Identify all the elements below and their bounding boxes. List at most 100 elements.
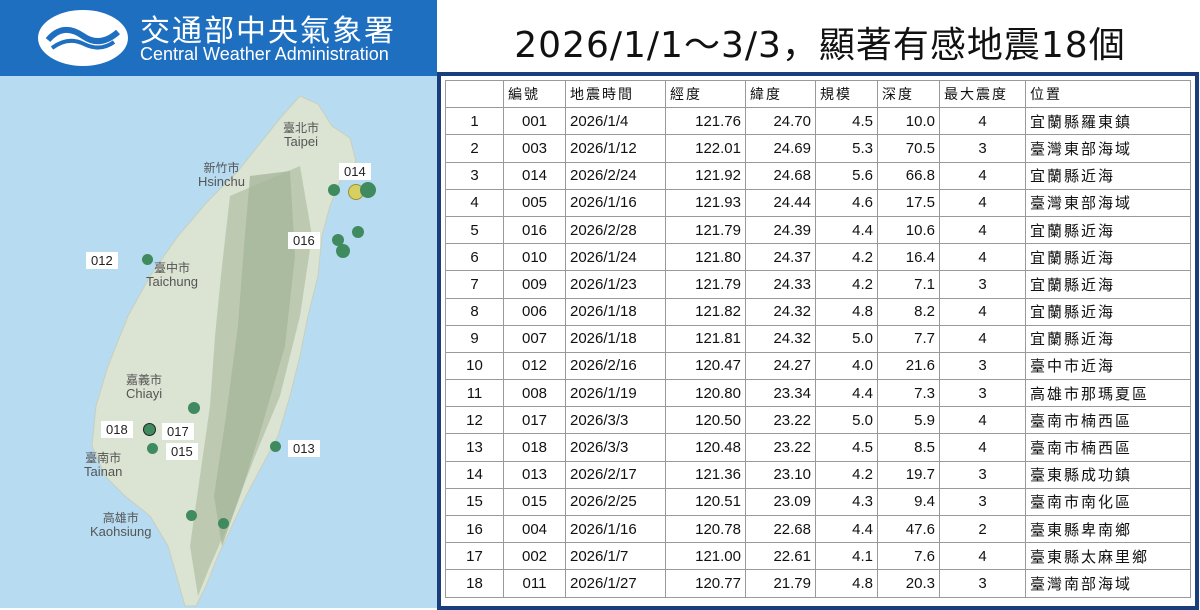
cell-time: 2026/2/17 xyxy=(565,460,666,489)
cell-magnitude: 4.5 xyxy=(815,107,878,136)
cell-magnitude: 5.6 xyxy=(815,161,878,190)
cell-index: 1 xyxy=(445,107,504,136)
cell-location: 宜蘭縣近海 xyxy=(1025,243,1191,272)
cell-max-intensity: 4 xyxy=(939,297,1026,326)
cell-index: 5 xyxy=(445,215,504,245)
table-row: 1 001 2026/1/4 121.76 24.70 4.5 10.0 4 宜蘭縣羅東鎮 xyxy=(445,107,1191,136)
cell-max-intensity: 4 xyxy=(939,542,1026,571)
header-max-intensity: 最大震度 xyxy=(939,79,1026,109)
cell-depth: 5.9 xyxy=(877,406,940,435)
cell-magnitude: 4.4 xyxy=(815,379,878,408)
table-header-row: 編號 地震時間 經度 緯度 規模 深度 最大震度 位置 xyxy=(445,79,1191,109)
cell-depth: 21.6 xyxy=(877,351,940,381)
label-013: 013 xyxy=(288,440,320,457)
cell-location: 臺灣南部海域 xyxy=(1025,569,1191,598)
cell-location: 宜蘭縣羅東鎮 xyxy=(1025,107,1191,136)
cell-index: 12 xyxy=(445,406,504,435)
cell-time: 2026/2/25 xyxy=(565,487,666,517)
cell-id: 018 xyxy=(503,433,566,462)
cell-longitude: 121.81 xyxy=(665,324,746,353)
cell-magnitude: 4.2 xyxy=(815,460,878,489)
cell-magnitude: 5.0 xyxy=(815,324,878,353)
place-tainan: 臺南市 Tainan xyxy=(84,451,123,479)
page-title: 2026/1/1～3/3，顯著有感地震18個 xyxy=(514,25,1126,66)
cell-max-intensity: 4 xyxy=(939,215,1026,245)
cell-location: 宜蘭縣近海 xyxy=(1025,215,1191,245)
cell-time: 2026/2/28 xyxy=(565,215,666,245)
cell-magnitude: 4.4 xyxy=(815,215,878,245)
cell-max-intensity: 2 xyxy=(939,514,1026,544)
place-hsinchu: 新竹市 Hsinchu xyxy=(198,161,245,189)
cell-latitude: 24.69 xyxy=(745,134,816,163)
table-row: 17 002 2026/1/7 121.00 22.61 4.1 7.6 4 臺東縣太麻里鄉 xyxy=(445,542,1191,571)
header-index xyxy=(445,79,504,109)
cell-magnitude: 4.2 xyxy=(815,270,878,299)
cell-magnitude: 4.8 xyxy=(815,297,878,326)
cell-id: 013 xyxy=(503,460,566,489)
cell-max-intensity: 4 xyxy=(939,243,1026,272)
cell-id: 017 xyxy=(503,406,566,435)
cell-location: 臺東縣卑南鄉 xyxy=(1025,514,1191,544)
epicenter-marker xyxy=(270,441,281,452)
cell-index: 16 xyxy=(445,514,504,544)
cell-id: 004 xyxy=(503,514,566,544)
label-016: 016 xyxy=(288,232,320,249)
table-row: 6 010 2026/1/24 121.80 24.37 4.2 16.4 4 宜蘭縣近海 xyxy=(445,243,1191,272)
cell-index: 10 xyxy=(445,351,504,381)
cell-index: 8 xyxy=(445,297,504,326)
cell-depth: 20.3 xyxy=(877,569,940,598)
cell-latitude: 24.44 xyxy=(745,188,816,217)
cell-latitude: 21.79 xyxy=(745,569,816,598)
table-row: 4 005 2026/1/16 121.93 24.44 4.6 17.5 4 臺灣東部海域 xyxy=(445,188,1191,217)
cell-latitude: 23.22 xyxy=(745,433,816,462)
cell-latitude: 23.34 xyxy=(745,379,816,408)
cell-id: 016 xyxy=(503,215,566,245)
cell-index: 15 xyxy=(445,487,504,517)
epicenter-marker xyxy=(143,423,156,436)
cell-time: 2026/1/7 xyxy=(565,542,666,571)
place-taipei: 臺北市 Taipei xyxy=(283,121,320,149)
cell-id: 008 xyxy=(503,379,566,408)
header-id: 編號 xyxy=(503,79,566,109)
cell-longitude: 121.92 xyxy=(665,161,746,190)
header-magnitude: 規模 xyxy=(815,79,878,109)
org-name-en: Central Weather Administration xyxy=(140,44,389,64)
label-012: 012 xyxy=(86,252,118,269)
cell-magnitude: 4.2 xyxy=(815,243,878,272)
cell-time: 2026/3/3 xyxy=(565,433,666,462)
cell-latitude: 24.32 xyxy=(745,297,816,326)
cell-max-intensity: 4 xyxy=(939,433,1026,462)
cell-depth: 7.3 xyxy=(877,379,940,408)
cell-location: 臺南市楠西區 xyxy=(1025,433,1191,462)
cell-max-intensity: 3 xyxy=(939,270,1026,299)
cell-longitude: 121.80 xyxy=(665,243,746,272)
cell-longitude: 121.82 xyxy=(665,297,746,326)
cwa-header: 交通部中央氣象署 Central Weather Administration xyxy=(0,0,437,76)
header-depth: 深度 xyxy=(877,79,940,109)
cell-max-intensity: 3 xyxy=(939,379,1026,408)
epicenter-marker xyxy=(142,254,153,265)
header-latitude: 緯度 xyxy=(745,79,816,109)
cell-magnitude: 4.4 xyxy=(815,514,878,544)
cell-latitude: 24.33 xyxy=(745,270,816,299)
cell-index: 7 xyxy=(445,270,504,299)
cell-id: 011 xyxy=(503,569,566,598)
cell-time: 2026/1/27 xyxy=(565,569,666,598)
cell-time: 2026/2/16 xyxy=(565,351,666,381)
cell-location: 臺中市近海 xyxy=(1025,351,1191,381)
table-row: 18 011 2026/1/27 120.77 21.79 4.8 20.3 3 臺灣南部海域 xyxy=(445,569,1191,598)
cell-depth: 9.4 xyxy=(877,487,940,517)
cell-max-intensity: 3 xyxy=(939,569,1026,598)
cell-magnitude: 4.6 xyxy=(815,188,878,217)
epicenter-marker xyxy=(352,226,364,238)
cell-depth: 10.6 xyxy=(877,215,940,245)
place-kaohsiung: 高雄市 Kaohsiung xyxy=(90,511,152,539)
epicenter-marker xyxy=(218,518,229,529)
table-row: 13 018 2026/3/3 120.48 23.22 4.5 8.5 4 臺南市楠西區 xyxy=(445,433,1191,462)
cell-location: 臺東縣太麻里鄉 xyxy=(1025,542,1191,571)
cell-location: 臺灣東部海域 xyxy=(1025,188,1191,217)
cell-index: 4 xyxy=(445,188,504,217)
cell-max-intensity: 4 xyxy=(939,107,1026,136)
cell-magnitude: 4.3 xyxy=(815,487,878,517)
cell-id: 003 xyxy=(503,134,566,163)
